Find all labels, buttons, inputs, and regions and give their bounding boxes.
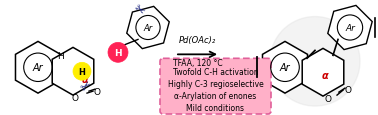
Text: α: α: [322, 71, 328, 80]
FancyBboxPatch shape: [160, 59, 271, 114]
Text: Mild conditions: Mild conditions: [186, 103, 245, 112]
Polygon shape: [302, 49, 344, 96]
Polygon shape: [52, 48, 94, 95]
Text: Pd(OAc)₂: Pd(OAc)₂: [179, 36, 216, 45]
Polygon shape: [15, 42, 60, 93]
Text: ✂: ✂: [79, 77, 95, 94]
Text: Highly C-3 regioselective: Highly C-3 regioselective: [167, 79, 263, 88]
Text: α-Arylation of enones: α-Arylation of enones: [174, 91, 257, 100]
Text: O: O: [324, 94, 332, 103]
Text: Ar: Ar: [33, 63, 43, 73]
Text: O: O: [71, 93, 79, 102]
Text: O: O: [93, 87, 101, 96]
Text: H: H: [57, 51, 64, 60]
Text: H: H: [114, 48, 122, 57]
Circle shape: [270, 17, 360, 106]
Text: Ar: Ar: [280, 63, 290, 73]
Polygon shape: [127, 7, 169, 49]
Text: α: α: [82, 75, 88, 85]
Text: Twofold C-H activation: Twofold C-H activation: [173, 67, 258, 76]
Polygon shape: [262, 42, 308, 93]
Text: ✂: ✂: [130, 2, 146, 19]
Text: Ar: Ar: [143, 24, 153, 33]
Text: O: O: [344, 85, 352, 94]
Circle shape: [108, 43, 128, 63]
Text: TFAA, 120 °C: TFAA, 120 °C: [173, 59, 222, 68]
Text: H: H: [79, 67, 85, 76]
Circle shape: [73, 63, 91, 80]
Polygon shape: [328, 6, 372, 50]
Text: Ar: Ar: [345, 24, 355, 33]
